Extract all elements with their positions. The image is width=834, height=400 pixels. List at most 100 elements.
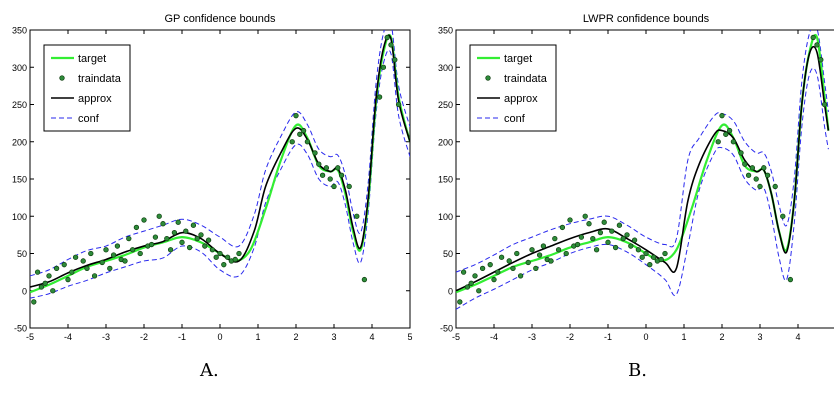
traindata-point [498, 254, 505, 260]
traindata-point [65, 276, 71, 283]
traindata-point [639, 254, 645, 260]
traindata-point [126, 235, 132, 242]
traindata-point [757, 183, 763, 190]
traindata-point [232, 256, 238, 263]
x-tick-label: -1 [178, 332, 186, 342]
traindata-point [491, 276, 497, 283]
traindata-point [593, 247, 600, 253]
traindata-point [392, 57, 398, 63]
traindata-point [50, 288, 56, 294]
traindata-point [582, 213, 588, 219]
caption-b: B. [628, 360, 647, 381]
traindata-point [217, 250, 223, 257]
traindata-point [209, 247, 216, 253]
traindata-point [631, 237, 638, 243]
traindata-point [787, 276, 794, 283]
traindata-point [647, 262, 653, 268]
traindata-point [133, 224, 140, 231]
series-approx-line [456, 45, 830, 292]
traindata-point [152, 234, 159, 240]
traindata-point [590, 235, 596, 242]
traindata-point [476, 288, 482, 294]
traindata-point [472, 273, 478, 279]
traindata-point [224, 254, 231, 260]
plot-area [30, 30, 410, 305]
y-tick-label: 350 [12, 26, 27, 36]
traindata-point [380, 64, 387, 70]
traindata-point [567, 217, 573, 223]
traindata-point [198, 232, 204, 238]
traindata-point [289, 139, 295, 145]
traindata-point [742, 161, 748, 167]
traindata-point [487, 262, 493, 268]
traindata-point [772, 183, 778, 190]
traindata-point [164, 235, 170, 242]
traindata-point [156, 213, 162, 219]
x-tick-label: -3 [102, 332, 110, 342]
x-tick-label: 3 [757, 332, 762, 342]
x-tick-label: 1 [681, 332, 686, 342]
traindata-point [517, 273, 524, 279]
x-tick-label: 0 [643, 332, 648, 342]
traindata-point [460, 269, 467, 275]
traindata-point [479, 265, 486, 272]
y-tick-label: 150 [12, 175, 27, 185]
traindata-point [80, 258, 86, 264]
traindata-point [468, 280, 474, 286]
traindata-point [662, 250, 668, 257]
traindata-point [780, 213, 786, 219]
traindata-point [506, 258, 512, 264]
legend-label-traindata: traindata [78, 73, 122, 85]
traindata-point [293, 113, 299, 119]
traindata-point [749, 165, 756, 171]
x-tick-label: 4 [795, 332, 800, 342]
traindata-point [730, 139, 737, 145]
x-tick-label: 3 [331, 332, 336, 342]
traindata-point [327, 176, 333, 182]
traindata-point [88, 250, 94, 257]
traindata-point [221, 262, 227, 268]
traindata-point [764, 172, 771, 178]
traindata-point [578, 234, 585, 240]
x-tick-label: 5 [407, 332, 412, 342]
traindata-point [122, 258, 128, 264]
chart-lwpr: LWPR confidence bounds-50050100150200250… [438, 13, 834, 342]
traindata-point [555, 247, 562, 253]
y-tick-label: 350 [438, 26, 453, 36]
traindata-point [129, 247, 136, 253]
traindata-point [821, 101, 828, 108]
series-conf-line [30, 49, 410, 299]
y-tick-label: 300 [12, 63, 27, 73]
traindata-point [388, 42, 394, 48]
legend-box [469, 44, 557, 132]
traindata-point [635, 247, 642, 253]
legend-label-approx: approx [78, 93, 112, 105]
traindata-point [183, 228, 189, 234]
traindata-point [213, 254, 219, 260]
traindata-point [628, 243, 634, 249]
x-tick-label: -4 [490, 332, 498, 342]
traindata-point [361, 276, 368, 283]
legend-label-conf: conf [78, 113, 100, 125]
traindata-point [624, 232, 630, 238]
y-tick-label: 0 [448, 286, 453, 296]
traindata-point [323, 165, 330, 171]
x-tick-label: -1 [604, 332, 612, 342]
traindata-point [346, 183, 352, 190]
traindata-point [61, 262, 67, 268]
x-tick-label: -2 [140, 332, 148, 342]
traindata-point [167, 247, 174, 253]
traindata-point [514, 250, 520, 257]
legend-label-approx: approx [504, 93, 538, 105]
traindata-point [719, 113, 725, 119]
traindata-point [552, 235, 558, 242]
y-tick-label: -50 [14, 324, 27, 334]
traindata-point [495, 269, 501, 275]
traindata-point [319, 172, 326, 178]
traindata-point [205, 237, 212, 243]
traindata-point [510, 265, 516, 272]
traindata-point [114, 243, 121, 249]
y-tick-label: 200 [438, 137, 453, 147]
x-tick-label: -4 [64, 332, 72, 342]
traindata-point [601, 219, 607, 225]
